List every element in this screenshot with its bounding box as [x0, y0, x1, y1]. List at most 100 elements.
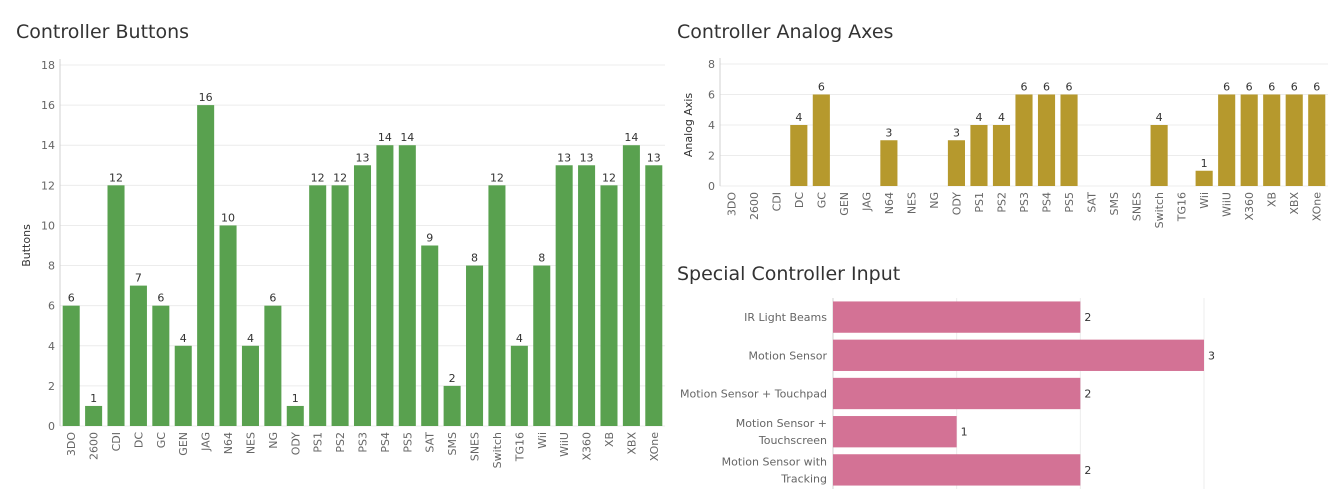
buttons-data-label-ps5: 14 — [400, 131, 414, 144]
analog-bar-x360 — [1240, 94, 1258, 186]
buttons-xtick-label-tg16: TG16 — [513, 432, 526, 462]
buttons-data-label-3do: 6 — [68, 292, 75, 305]
buttons-data-label-tg16: 4 — [516, 332, 523, 345]
buttons-data-label-sat: 9 — [426, 232, 433, 245]
buttons-bar-ps1 — [309, 185, 327, 426]
buttons-xtick-label-wii: Wii — [536, 432, 549, 449]
buttons-xtick-label-xone: XOne — [648, 432, 661, 461]
analog-xtick-label-wiiu: WiiU — [1221, 192, 1234, 217]
analog-bar-switch — [1150, 125, 1168, 186]
special-category-label-4: Touchscreen — [758, 434, 827, 447]
special-data-label-1: 2 — [1084, 311, 1091, 324]
buttons-bar-jag — [197, 105, 215, 426]
special-data-label-2: 3 — [1208, 349, 1215, 362]
analog-xtick-label-ps3: PS3 — [1018, 192, 1031, 213]
analog-xtick-label-xbx: XBX — [1288, 192, 1301, 215]
analog-xtick-label-ps1: PS1 — [973, 192, 986, 213]
buttons-ytick-label: 10 — [41, 219, 55, 232]
buttons-data-label-wiiu: 13 — [557, 151, 571, 164]
buttons-xtick-label-cdi: CDI — [110, 432, 123, 451]
buttons-ytick-label: 2 — [48, 380, 55, 393]
analog-data-label-xb: 6 — [1268, 81, 1275, 94]
analog-bar-ps1 — [970, 125, 988, 186]
buttons-data-label-ps1: 12 — [311, 171, 325, 184]
buttons-bar-gen — [174, 345, 192, 426]
buttons-data-label-dc: 7 — [135, 272, 142, 285]
buttons-bar-cdi — [107, 185, 125, 426]
buttons-data-label-xb: 12 — [602, 171, 616, 184]
buttons-xtick-label-snes: SNES — [469, 432, 482, 461]
buttons-xtick-label-xbx: XBX — [625, 432, 638, 455]
buttons-xtick-label-gc: GC — [155, 432, 168, 449]
analog-data-label-ody: 3 — [953, 126, 960, 139]
buttons-bar-ng — [264, 305, 282, 426]
buttons-data-label-gc: 6 — [157, 292, 164, 305]
buttons-xtick-label-nes: NES — [244, 432, 257, 454]
buttons-data-label-switch: 12 — [490, 171, 504, 184]
analog-xtick-label-xb: XB — [1266, 192, 1279, 207]
special-chart-title: Special Controller Input — [677, 263, 901, 285]
analog-data-label-ps5: 6 — [1066, 81, 1073, 94]
analog-bar-ody — [947, 140, 966, 186]
buttons-xtick-label-ody: ODY — [289, 432, 302, 456]
buttons-xtick-label-ps2: PS2 — [334, 432, 347, 453]
buttons-ytick-label: 12 — [41, 179, 55, 192]
buttons-xtick-label-ps4: PS4 — [379, 432, 392, 453]
analog-ytick-label: 4 — [708, 119, 715, 132]
buttons-xtick-label-n64: N64 — [222, 432, 235, 454]
buttons-bar-ps2 — [331, 185, 349, 426]
special-data-label-4: 1 — [961, 426, 968, 439]
analog-xtick-label-sat: SAT — [1086, 192, 1099, 213]
buttons-xtick-label-wiiu: WiiU — [558, 432, 571, 457]
buttons-bar-ody — [286, 405, 304, 426]
special-category-label-5: Tracking — [780, 472, 827, 485]
buttons-data-label-xbx: 14 — [624, 131, 638, 144]
buttons-xtick-label-dc: DC — [132, 432, 145, 448]
analog-data-label-switch: 4 — [1156, 111, 1163, 124]
analog-xtick-label-ody: ODY — [950, 192, 963, 216]
special-data-label-5: 2 — [1084, 464, 1091, 477]
analog-xtick-label-cdi: CDI — [770, 192, 783, 211]
analog-xtick-label-snes: SNES — [1131, 192, 1144, 221]
buttons-bar-switch — [488, 185, 506, 426]
special-category-label-3: Motion Sensor + Touchpad — [680, 388, 827, 401]
special-bar-2 — [833, 339, 1204, 371]
analog-bar-wiiu — [1218, 94, 1236, 186]
buttons-bar-sat — [421, 245, 439, 426]
buttons-data-label-n64: 10 — [221, 211, 235, 224]
special-category-label-2: Motion Sensor — [749, 349, 828, 362]
buttons-bar-nes — [241, 345, 259, 426]
analog-bar-wii — [1195, 170, 1213, 186]
analog-bar-xone — [1308, 94, 1326, 186]
buttons-data-label-gen: 4 — [180, 332, 187, 345]
buttons-bar-ps5 — [398, 145, 416, 426]
analog-xtick-label-ps4: PS4 — [1041, 192, 1054, 213]
buttons-ytick-label: 14 — [41, 139, 55, 152]
buttons-ytick-label: 4 — [48, 340, 55, 353]
analog-data-label-x360: 6 — [1246, 81, 1253, 94]
analog-bar-dc — [790, 125, 808, 186]
analog-data-label-xone: 6 — [1313, 81, 1320, 94]
buttons-xtick-label-x360: X360 — [581, 432, 594, 461]
analog-xtick-label-nes: NES — [905, 192, 918, 214]
buttons-xtick-label-ps5: PS5 — [401, 432, 414, 453]
analog-xtick-label-n64: N64 — [883, 192, 896, 214]
buttons-bar-sms — [443, 385, 461, 426]
analog-xtick-label-ps2: PS2 — [995, 192, 1008, 213]
buttons-bar-ps4 — [376, 145, 394, 426]
buttons-xtick-label-sat: SAT — [424, 432, 437, 453]
analog-xtick-label-x360: X360 — [1243, 192, 1256, 221]
special-data-label-3: 2 — [1084, 388, 1091, 401]
analog-xtick-label-tg16: TG16 — [1176, 192, 1189, 222]
analog-xtick-label-ps5: PS5 — [1063, 192, 1076, 213]
analog-bar-gc — [812, 94, 830, 186]
analog-data-label-dc: 4 — [795, 111, 802, 124]
analog-data-label-n64: 3 — [885, 126, 892, 139]
special-category-label-1: IR Light Beams — [744, 311, 827, 324]
analog-data-label-ps2: 4 — [998, 111, 1005, 124]
buttons-bar-gc — [152, 305, 170, 426]
analog-data-label-ps4: 6 — [1043, 81, 1050, 94]
analog-data-label-xbx: 6 — [1291, 81, 1298, 94]
buttons-bar-xone — [645, 165, 663, 426]
